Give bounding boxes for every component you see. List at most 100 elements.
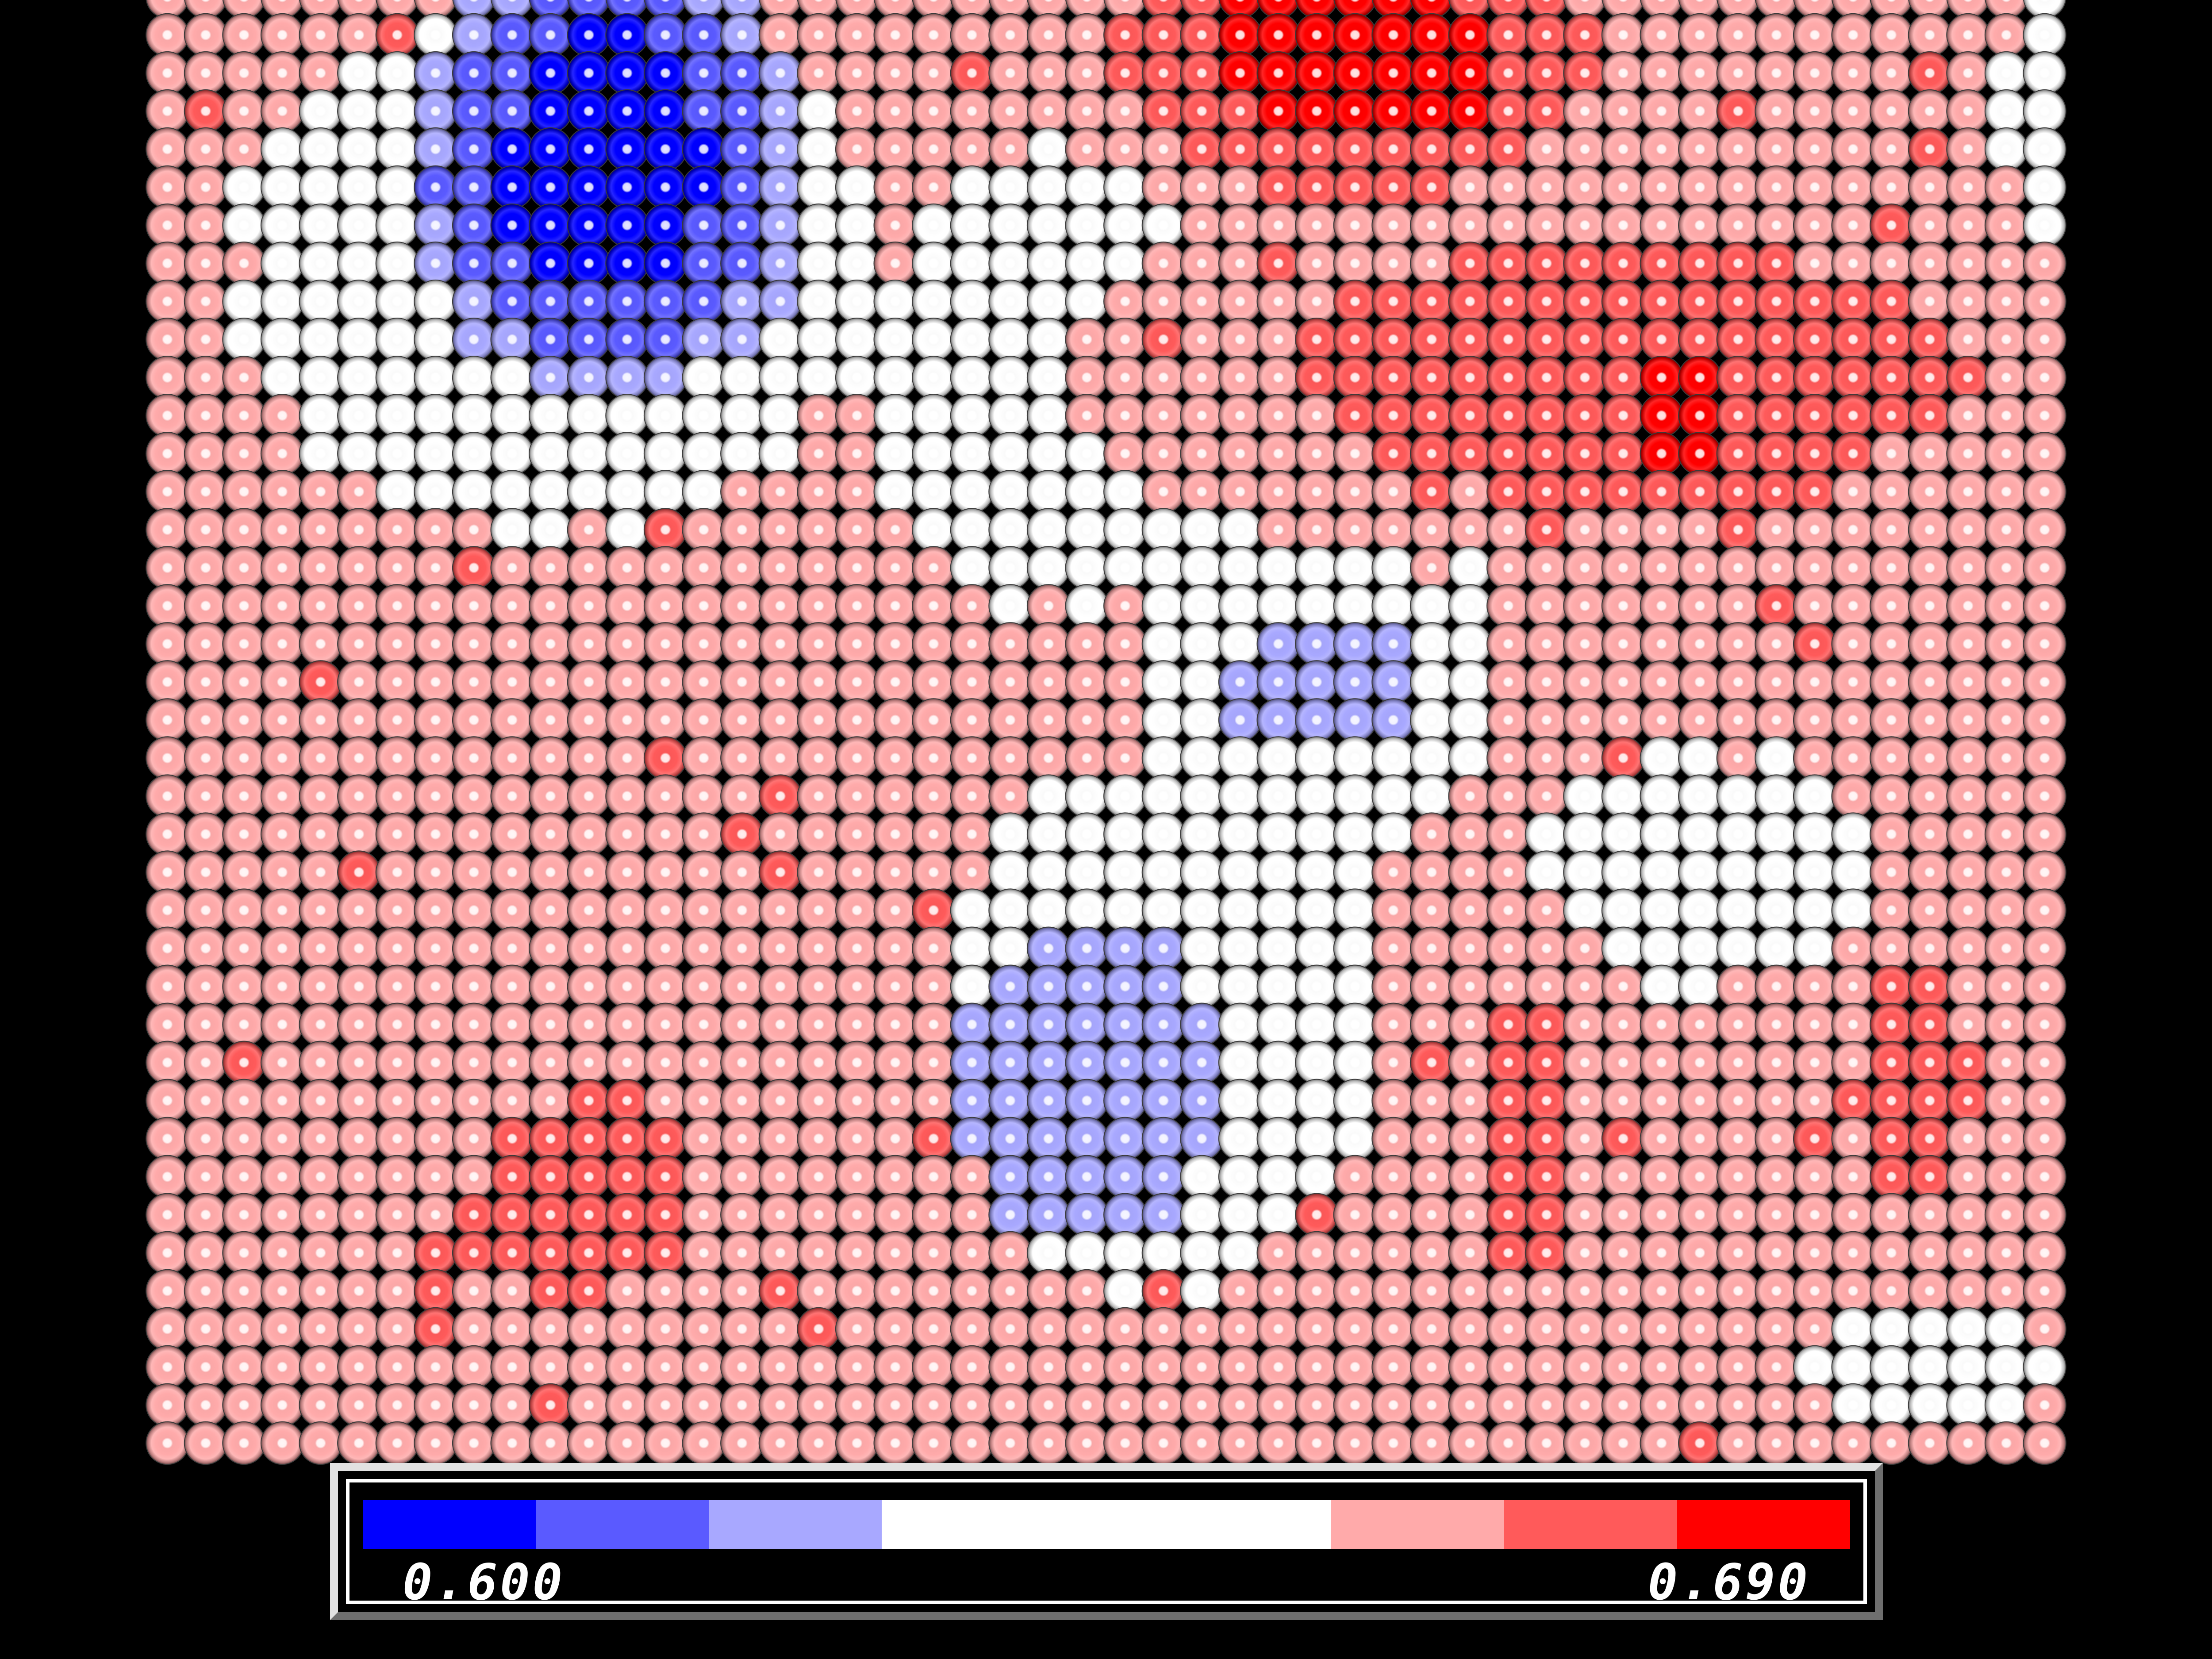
heatmap-cell <box>682 736 726 780</box>
heatmap-cell <box>1908 1345 1952 1389</box>
heatmap-cell <box>912 698 956 742</box>
heatmap-cell <box>1563 127 1607 171</box>
heatmap-cell <box>1755 89 1798 133</box>
heatmap-cell <box>1678 204 1722 247</box>
heatmap-cell <box>1141 1307 1186 1351</box>
heatmap-cell <box>1486 812 1530 856</box>
heatmap-cell <box>643 698 687 742</box>
heatmap-cell <box>1563 508 1607 552</box>
heatmap-cell <box>1831 1193 1875 1237</box>
heatmap-cell <box>1831 1345 1875 1389</box>
heatmap-cell <box>1831 356 1875 399</box>
heatmap-cell <box>1908 432 1952 476</box>
heatmap-cell <box>720 1231 764 1275</box>
heatmap-cell <box>2023 470 2066 514</box>
heatmap-cell <box>1256 1231 1300 1275</box>
heatmap-cell <box>873 394 917 438</box>
heatmap-cell <box>1525 1345 1569 1389</box>
heatmap-cell <box>2023 736 2066 780</box>
heatmap-cell <box>1601 508 1645 552</box>
heatmap-cell <box>1409 51 1454 95</box>
heatmap-cell <box>835 242 879 285</box>
heatmap-cell <box>452 546 496 590</box>
heatmap-cell <box>758 51 803 95</box>
heatmap-cell <box>337 432 381 476</box>
heatmap-cell <box>1984 1345 2028 1389</box>
heatmap-cell <box>337 127 381 171</box>
heatmap-cell <box>835 1041 879 1084</box>
heatmap-cell <box>1026 242 1071 285</box>
heatmap-cell <box>1486 508 1530 552</box>
heatmap-cell <box>1295 774 1339 818</box>
heatmap-cell <box>1831 13 1875 57</box>
heatmap-cell <box>1065 508 1109 552</box>
heatmap-cell <box>1065 926 1109 970</box>
heatmap-cell <box>912 89 956 133</box>
heatmap-cell <box>1180 127 1224 171</box>
heatmap-cell <box>1333 127 1377 171</box>
heatmap-cell <box>1755 280 1798 323</box>
heatmap-cell <box>1563 1079 1607 1123</box>
heatmap-cell <box>222 432 266 476</box>
heatmap-cell <box>1563 13 1607 57</box>
heatmap-cell <box>1755 1345 1798 1389</box>
heatmap-cell <box>720 204 764 247</box>
heatmap-cell <box>1870 51 1913 95</box>
heatmap-cell <box>1870 964 1913 1008</box>
heatmap-cell <box>682 888 726 932</box>
heatmap-cell <box>1409 546 1454 590</box>
heatmap-cell <box>835 964 879 1008</box>
heatmap-cell <box>1295 318 1339 361</box>
heatmap-cell <box>1486 51 1530 95</box>
heatmap-cell <box>1908 165 1952 209</box>
heatmap-cell <box>912 1117 956 1161</box>
heatmap-cell <box>1180 1041 1224 1084</box>
heatmap-cell <box>1180 204 1224 247</box>
heatmap-cell <box>1755 812 1798 856</box>
heatmap-cell <box>1908 13 1952 57</box>
heatmap-cell <box>720 432 764 476</box>
heatmap-cell <box>1256 508 1300 552</box>
heatmap-cell <box>1295 850 1339 894</box>
heatmap-cell <box>452 432 496 476</box>
heatmap-cell <box>605 736 649 780</box>
heatmap-cell <box>1946 888 1990 932</box>
heatmap-cell <box>720 1421 764 1465</box>
heatmap-cell <box>873 1231 917 1275</box>
heatmap-cell <box>1409 964 1454 1008</box>
heatmap-cell <box>337 774 381 818</box>
heatmap-cell <box>1563 888 1607 932</box>
heatmap-cell <box>605 470 649 514</box>
heatmap-cell <box>1601 1269 1645 1313</box>
heatmap-cell <box>452 888 496 932</box>
heatmap-cell <box>1065 318 1109 361</box>
heatmap-cell <box>1908 51 1952 95</box>
heatmap-cell <box>146 926 189 970</box>
heatmap-cell <box>1870 698 1913 742</box>
heatmap-cell <box>835 280 879 323</box>
heatmap-cell <box>299 127 342 171</box>
heatmap-cell <box>490 1002 534 1046</box>
heatmap-cell <box>1908 622 1952 666</box>
heatmap-cell <box>337 89 381 133</box>
heatmap-cell <box>299 394 342 438</box>
heatmap-cell <box>1640 1421 1683 1465</box>
heatmap-cell <box>2023 964 2066 1008</box>
heatmap-cell <box>299 1041 342 1084</box>
heatmap-cell <box>337 584 381 628</box>
heatmap-cell <box>720 13 764 57</box>
heatmap-cell <box>873 242 917 285</box>
heatmap-cell <box>1640 318 1683 361</box>
heatmap-cell <box>414 204 457 247</box>
heatmap-cell <box>1256 165 1300 209</box>
heatmap-cell <box>567 13 611 57</box>
heatmap-cell <box>1563 1269 1607 1313</box>
heatmap-cell <box>758 584 803 628</box>
heatmap-cell <box>1180 964 1224 1008</box>
heatmap-cell <box>643 1269 687 1313</box>
heatmap-cell <box>1026 736 1071 780</box>
heatmap-cell <box>797 964 841 1008</box>
heatmap-cell <box>605 774 649 818</box>
heatmap-cell <box>1793 698 1837 742</box>
heatmap-cell <box>873 508 917 552</box>
